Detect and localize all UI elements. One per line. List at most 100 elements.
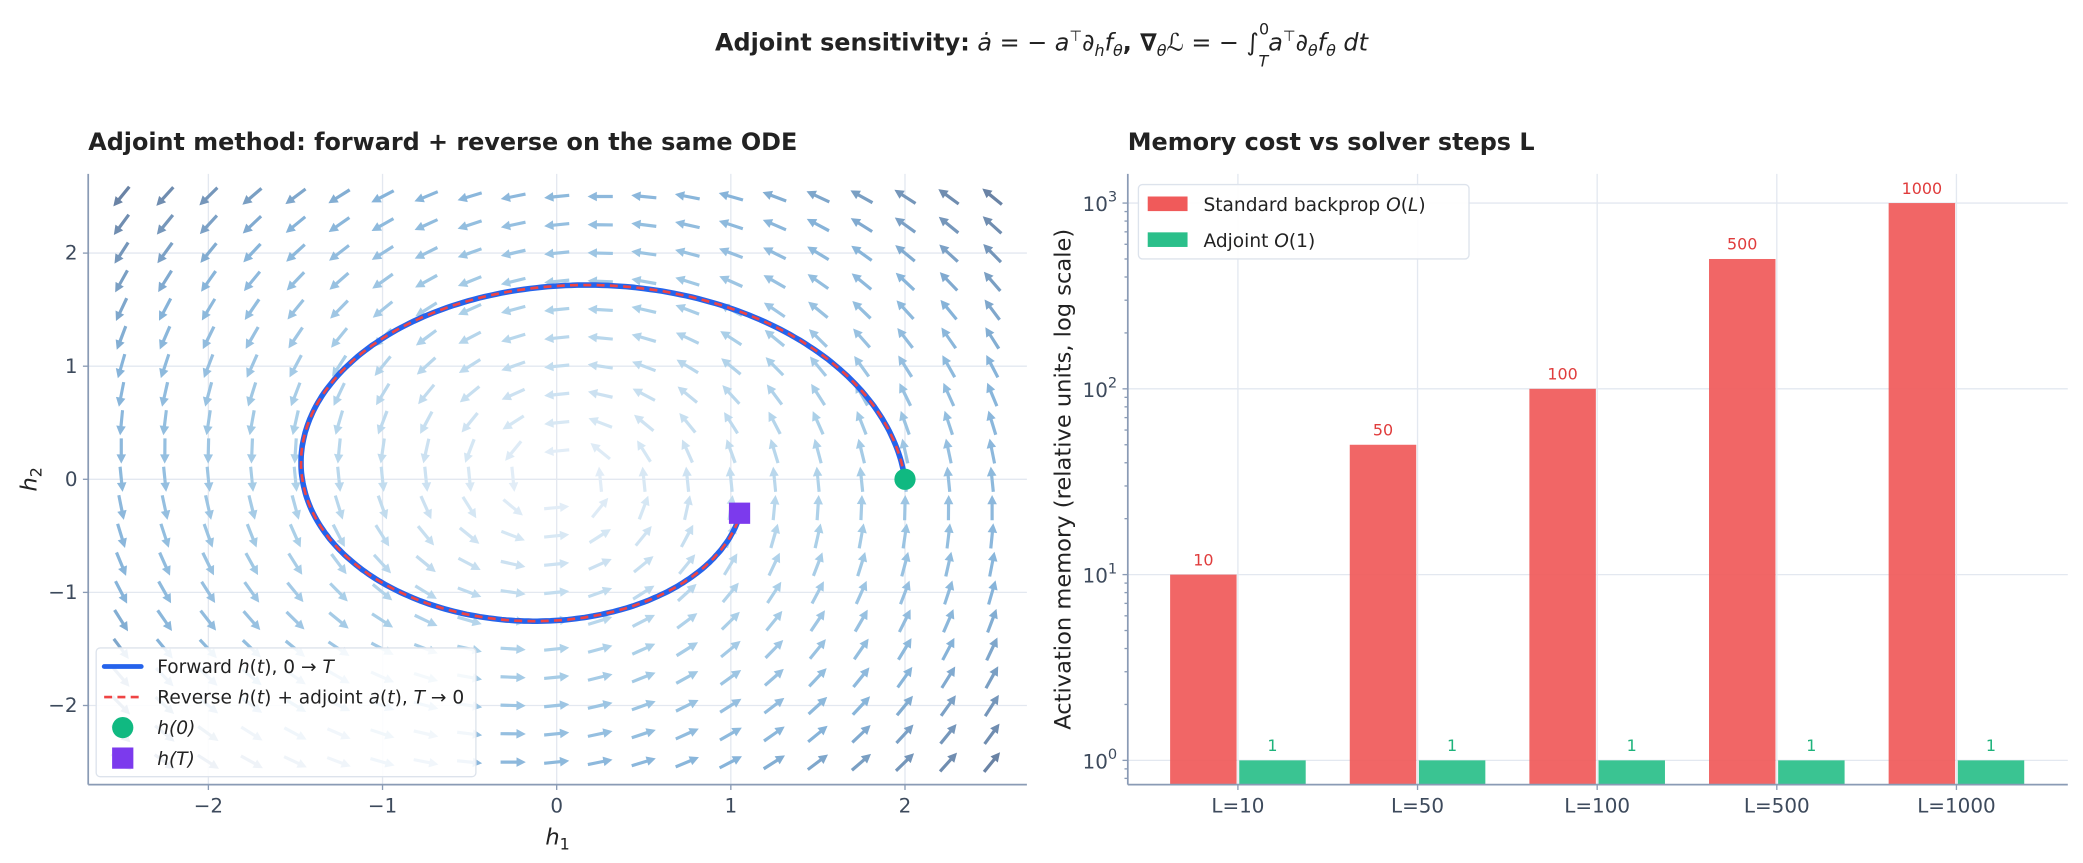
vector-field-arrow — [114, 580, 128, 604]
vector-field-arrow — [938, 189, 960, 206]
vector-field-arrow — [115, 325, 128, 350]
vector-field-arrow — [769, 494, 780, 521]
vector-field-arrow — [983, 694, 999, 717]
vector-field-arrow — [500, 729, 526, 739]
vector-field-arrow — [156, 214, 175, 235]
vector-field-arrow — [247, 494, 258, 520]
vector-field-arrow — [500, 644, 526, 654]
bar-value-label: 1 — [1267, 736, 1277, 755]
vector-field-arrow — [285, 215, 307, 233]
vector-field-arrow — [501, 387, 526, 401]
vector-field-arrow — [587, 389, 613, 399]
adjoint-bar — [1239, 760, 1306, 785]
vector-field-arrow — [987, 494, 997, 521]
vector-field-arrow — [722, 385, 741, 405]
vector-field-arrow — [681, 439, 694, 464]
vector-field-arrow — [718, 756, 742, 770]
vector-field-arrow — [810, 581, 824, 605]
vector-field-arrow — [246, 353, 259, 378]
vector-field-arrow — [116, 409, 126, 436]
vector-field-arrow — [587, 304, 613, 315]
vector-field-arrow — [983, 244, 1003, 264]
vector-field-arrow — [588, 529, 611, 544]
vector-field-arrow — [638, 466, 649, 493]
vector-field-arrow — [500, 220, 526, 231]
x-tick-label: 2 — [899, 795, 912, 818]
vector-field-arrow — [286, 271, 306, 291]
x-tick-label: L=100 — [1564, 795, 1630, 818]
vector-field-arrow — [719, 698, 742, 714]
vector-field-arrow — [414, 613, 438, 627]
vector-field-arrow — [286, 581, 304, 603]
vector-field-arrow — [544, 559, 570, 569]
vector-field-arrow — [371, 189, 395, 203]
vector-field-arrow — [288, 326, 304, 349]
vector-field-arrow — [371, 244, 394, 260]
vector-field-arrow — [544, 530, 570, 541]
vector-field-arrow — [461, 496, 477, 519]
x-tick-label: L=10 — [1211, 795, 1264, 818]
vector-field-arrow — [675, 219, 701, 230]
vector-field-arrow — [544, 587, 570, 597]
vector-field-arrow — [682, 466, 692, 493]
vector-field-arrow — [679, 413, 697, 434]
vector-field-arrow — [897, 609, 911, 633]
vector-field-arrow — [762, 190, 787, 203]
vector-field-arrow — [591, 497, 609, 519]
vector-field-arrow — [416, 525, 435, 546]
vector-field-arrow — [371, 583, 393, 601]
vector-field-arrow — [159, 409, 170, 436]
vector-field-arrow — [856, 438, 866, 464]
vector-field-arrow — [333, 382, 346, 406]
vector-field-arrow — [544, 756, 570, 767]
vector-field-arrow — [725, 466, 736, 493]
legend-label: Forward h(t), 0 → T — [157, 657, 335, 678]
vector-field-arrow — [333, 410, 345, 435]
y-tick-label: 103 — [1083, 189, 1118, 216]
bar-value-label: 1 — [1447, 736, 1457, 755]
vector-field-arrow — [807, 274, 830, 290]
vector-field-arrow — [632, 585, 655, 601]
vector-field-arrow — [900, 523, 911, 549]
vector-field-arrow — [943, 494, 954, 521]
vector-field-arrow — [941, 637, 955, 661]
vector-field-arrow — [850, 190, 874, 205]
vector-field-arrow — [374, 524, 390, 547]
vector-field-arrow — [288, 523, 302, 548]
vector-field-arrow — [722, 553, 738, 576]
vector-field-arrow — [763, 697, 785, 715]
vector-field-arrow — [897, 638, 912, 661]
vector-field-arrow — [894, 753, 915, 773]
vector-field-arrow — [458, 526, 480, 544]
bar-value-label: 1 — [1806, 736, 1816, 755]
vector-field-arrow — [157, 580, 172, 604]
vector-field-arrow — [941, 327, 958, 350]
vector-field-arrow — [808, 668, 827, 688]
vector-field-arrow — [156, 186, 175, 206]
vector-field-arrow — [372, 553, 392, 574]
vector-field-arrow — [768, 411, 782, 435]
vector-field-arrow — [676, 359, 699, 375]
bar-value-label: 50 — [1373, 420, 1393, 439]
vector-field-arrow — [899, 580, 911, 605]
vector-field-arrow — [508, 466, 519, 492]
vector-field-arrow — [116, 523, 127, 548]
vector-field-arrow — [942, 410, 955, 436]
vector-field-arrow — [986, 438, 997, 464]
vector-field-arrow — [857, 523, 867, 549]
vector-field-arrow — [678, 554, 696, 575]
vector-field-arrow — [987, 551, 998, 577]
vector-field-arrow — [939, 723, 957, 745]
vector-field-arrow — [333, 438, 344, 464]
vector-field-arrow — [156, 609, 172, 632]
vector-field-arrow — [113, 213, 131, 236]
vector-field-arrow — [899, 410, 911, 436]
vector-field-arrow — [544, 220, 570, 230]
vector-field-arrow — [987, 580, 998, 605]
vector-field-arrow — [812, 438, 823, 464]
bar-value-label: 500 — [1727, 235, 1757, 254]
vector-field-arrow — [457, 191, 483, 203]
vector-field-arrow — [202, 523, 214, 548]
vector-field-arrow — [587, 360, 613, 371]
y-tick-label: 1 — [65, 355, 78, 378]
